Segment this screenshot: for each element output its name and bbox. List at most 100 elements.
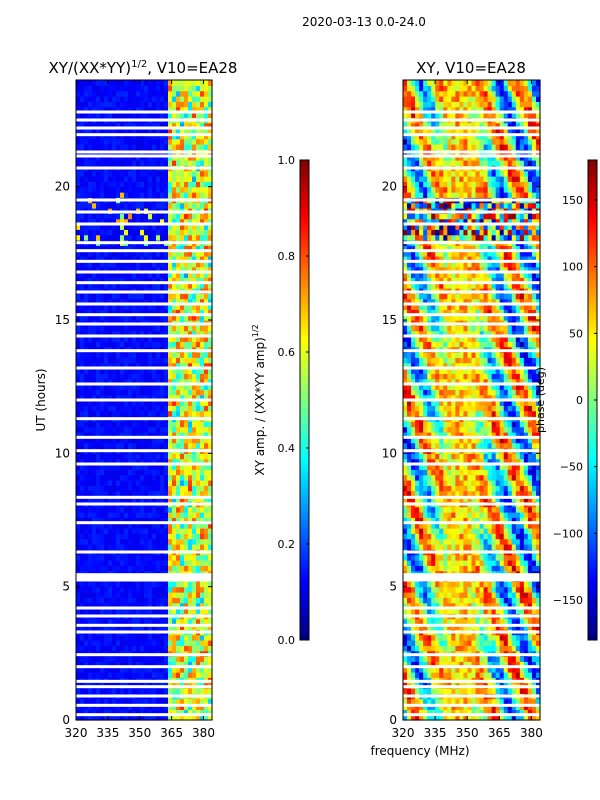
heatmap-cell	[164, 533, 169, 540]
heatmap-cell	[136, 170, 141, 177]
heatmap-cell	[80, 496, 85, 502]
heatmap-cell	[140, 282, 145, 289]
heatmap-cell	[76, 293, 81, 300]
heatmap-cell	[112, 122, 117, 129]
heatmap-cell	[531, 645, 537, 652]
heatmap-cell	[196, 176, 201, 182]
heatmap-cell	[120, 80, 125, 86]
heatmap-cell	[104, 176, 109, 182]
heatmap-cell	[156, 544, 161, 550]
heatmap-cell	[200, 400, 205, 406]
heatmap-cell	[100, 181, 105, 188]
heatmap-cell	[523, 709, 529, 716]
heatmap-cell	[112, 645, 117, 652]
heatmap-cell	[148, 192, 153, 198]
heatmap-cell	[535, 624, 541, 630]
heatmap-cell	[172, 565, 177, 572]
heatmap-cell	[495, 714, 501, 721]
heatmap-cell	[132, 186, 137, 193]
heatmap-cell	[120, 336, 125, 342]
heatmap-cell	[92, 298, 97, 305]
heatmap-cell	[200, 341, 205, 348]
heatmap-cell	[515, 634, 521, 641]
heatmap-cell	[116, 298, 121, 305]
heatmap-cell	[124, 474, 129, 481]
heatmap-cell	[80, 506, 85, 513]
heatmap-cell	[160, 80, 165, 86]
heatmap-cell	[160, 368, 165, 374]
heatmap-cell	[507, 608, 513, 614]
heatmap-cell	[128, 122, 133, 129]
heatmap-cell	[208, 314, 213, 321]
heatmap-cell	[136, 485, 141, 492]
heatmap-cell	[88, 224, 93, 230]
heatmap-cell	[140, 362, 145, 369]
heatmap-cell	[140, 442, 145, 449]
heatmap-cell	[132, 293, 137, 300]
heatmap-cell	[156, 528, 161, 534]
heatmap-cell	[176, 170, 181, 177]
heatmap-cell	[84, 218, 89, 225]
heatmap-cell	[100, 592, 105, 598]
heatmap-cell	[104, 266, 109, 273]
heatmap-cell	[200, 709, 205, 716]
heatmap-cell	[112, 490, 117, 497]
heatmap-cell	[176, 352, 181, 358]
heatmap-cell	[184, 202, 189, 209]
heatmap-cell	[176, 490, 181, 497]
heatmap-cell	[120, 437, 125, 444]
heatmap-cell	[519, 602, 525, 609]
flagged-row	[76, 259, 212, 263]
heatmap-cell	[176, 336, 181, 342]
heatmap-cell	[148, 538, 153, 545]
heatmap-cell	[140, 85, 145, 92]
heatmap-cell	[208, 384, 213, 390]
heatmap-cell	[164, 352, 169, 358]
heatmap-cell	[148, 304, 153, 310]
heatmap-cell	[76, 325, 81, 332]
heatmap-cell	[76, 245, 81, 252]
heatmap-cell	[84, 517, 89, 524]
heatmap-cell	[499, 672, 505, 678]
heatmap-cell	[439, 624, 444, 630]
heatmap-cell	[88, 330, 93, 337]
heatmap-cell	[144, 90, 149, 97]
heatmap-cell	[176, 485, 181, 492]
heatmap-cell	[160, 517, 165, 524]
heatmap-cell	[204, 672, 209, 678]
heatmap-cell	[204, 330, 209, 337]
heatmap-cell	[100, 496, 105, 502]
heatmap-cell	[184, 442, 189, 449]
heatmap-cell	[140, 96, 145, 102]
heatmap-cell	[120, 528, 125, 534]
heatmap-cell	[96, 464, 101, 470]
heatmap-cell	[140, 250, 145, 257]
heatmap-cell	[124, 602, 129, 609]
heatmap-cell	[180, 234, 185, 241]
heatmap-cell	[112, 560, 117, 566]
heatmap-cell	[112, 202, 117, 209]
heatmap-cell	[196, 709, 201, 716]
heatmap-cell	[443, 656, 448, 662]
heatmap-cell	[192, 538, 197, 545]
heatmap-cell	[204, 517, 209, 524]
heatmap-cell	[160, 485, 165, 492]
heatmap-cell	[184, 618, 189, 625]
heatmap-cell	[443, 704, 448, 710]
heatmap-cell	[96, 80, 101, 86]
heatmap-cell	[196, 336, 201, 342]
heatmap-cell	[84, 154, 89, 161]
heatmap-cell	[144, 426, 149, 433]
heatmap-cell	[132, 304, 137, 310]
heatmap-cell	[148, 544, 153, 550]
heatmap-cell	[523, 666, 529, 673]
heatmap-cell	[96, 293, 101, 300]
heatmap-cell	[152, 400, 157, 406]
heatmap-cell	[104, 592, 109, 598]
heatmap-cell	[483, 592, 489, 598]
heatmap-cell	[148, 325, 153, 332]
heatmap-cell	[164, 218, 169, 225]
heatmap-cell	[180, 101, 185, 108]
heatmap-cell	[419, 709, 424, 716]
